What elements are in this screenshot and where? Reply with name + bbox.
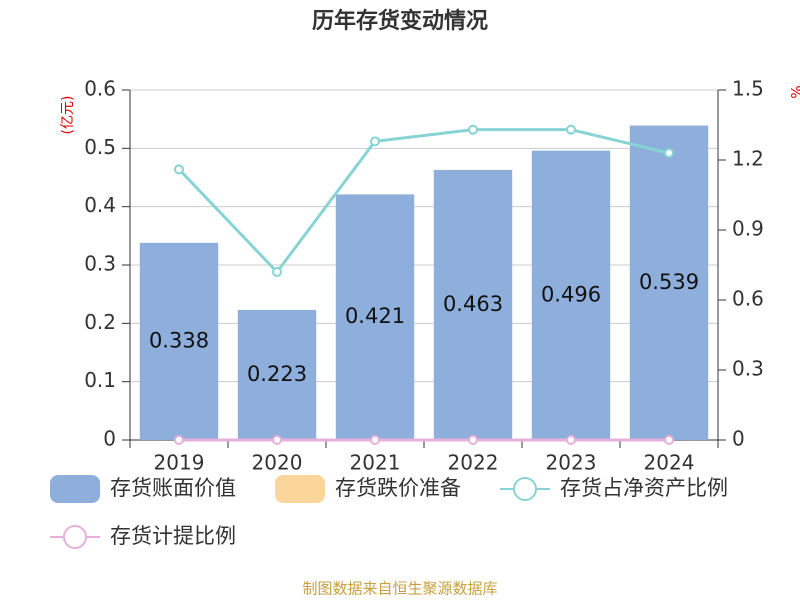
x-tick-label: 2022	[448, 451, 499, 475]
line-marker	[174, 435, 184, 445]
legend-label: 存货占净资产比例	[560, 476, 728, 500]
y-tick-label: 0.2	[84, 310, 116, 334]
bar	[335, 194, 415, 440]
source-note: 制图数据来自恒生聚源数据库	[302, 580, 497, 598]
legend-swatch	[275, 475, 325, 503]
y-tick-label: 0.6	[84, 77, 116, 101]
y2-tick-label: 0	[732, 427, 745, 451]
x-tick-label: 2024	[644, 451, 695, 475]
y2-tick-label: 0.9	[732, 217, 764, 241]
line-marker	[174, 164, 184, 175]
y-tick-label: 0.3	[84, 252, 116, 276]
line-marker	[566, 124, 576, 135]
bar-value-label: 0.421	[345, 304, 405, 328]
line-marker	[370, 136, 380, 147]
line-marker	[566, 435, 576, 445]
bar	[629, 125, 709, 440]
y2-tick-label: 0.3	[732, 357, 764, 381]
bar	[433, 169, 513, 440]
y2-tick-label: 0.6	[732, 287, 764, 311]
y2-tick-label: 1.5	[732, 77, 764, 101]
bar	[139, 242, 219, 440]
bar-value-label: 0.539	[639, 270, 699, 294]
y-axis-label: (亿元)	[60, 96, 76, 135]
y-tick-label: 0.4	[84, 193, 116, 217]
bar-value-label: 0.463	[443, 292, 503, 316]
x-tick-label: 2023	[546, 451, 597, 475]
line-marker	[370, 435, 380, 445]
y-tick-label: 0.1	[84, 368, 116, 392]
legend-label: 存货账面价值	[110, 476, 236, 500]
line-marker	[664, 148, 674, 158]
line-marker	[468, 435, 478, 445]
line	[177, 128, 670, 275]
y-tick-label: 0.5	[84, 135, 116, 159]
legend-label: 存货计提比例	[110, 524, 236, 548]
legend-swatch	[63, 525, 87, 549]
legend-swatch	[50, 475, 100, 503]
y-tick-label: 0	[103, 427, 116, 451]
y2-axis-label: %	[787, 85, 800, 98]
x-tick-label: 2021	[350, 451, 401, 475]
bar	[531, 150, 611, 440]
x-tick-label: 2019	[154, 451, 205, 475]
bar-value-label: 0.223	[247, 362, 307, 386]
line-marker	[664, 435, 674, 445]
line-marker	[272, 435, 282, 445]
line-marker	[468, 124, 478, 135]
bar-value-label: 0.338	[149, 328, 209, 352]
bar-value-label: 0.496	[541, 282, 601, 306]
legend-label: 存货跌价准备	[335, 476, 461, 500]
y2-tick-label: 1.2	[732, 147, 764, 171]
chart-title: 历年存货变动情况	[312, 8, 488, 34]
x-tick-label: 2020	[252, 451, 303, 475]
line-marker	[272, 267, 282, 277]
legend-swatch	[513, 477, 537, 501]
bar	[237, 309, 317, 440]
